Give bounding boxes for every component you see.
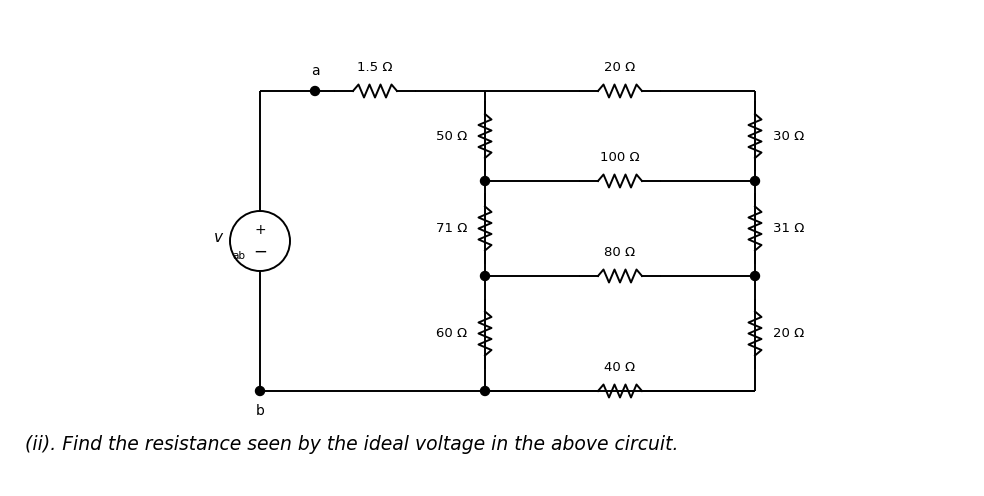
Circle shape [751, 271, 760, 281]
Text: 40 Ω: 40 Ω [604, 361, 636, 374]
Text: 30 Ω: 30 Ω [773, 129, 804, 142]
Text: 71 Ω: 71 Ω [436, 222, 467, 235]
Text: a: a [311, 64, 320, 78]
Text: 50 Ω: 50 Ω [436, 129, 467, 142]
Circle shape [256, 386, 265, 395]
Circle shape [230, 211, 290, 271]
Text: +: + [254, 223, 266, 237]
Circle shape [480, 271, 489, 281]
Text: 80 Ω: 80 Ω [604, 246, 636, 259]
Text: b: b [256, 404, 265, 418]
Text: $v$: $v$ [213, 230, 224, 245]
Text: ab: ab [232, 251, 245, 261]
Text: 1.5 Ω: 1.5 Ω [357, 61, 393, 74]
Text: 60 Ω: 60 Ω [436, 327, 467, 340]
Text: (ii). Find the resistance seen by the ideal voltage in the above circuit.: (ii). Find the resistance seen by the id… [25, 434, 679, 453]
Circle shape [480, 177, 489, 186]
Text: 100 Ω: 100 Ω [600, 151, 640, 164]
Text: 20 Ω: 20 Ω [604, 61, 636, 74]
Circle shape [480, 386, 489, 395]
Circle shape [311, 86, 320, 96]
Text: 31 Ω: 31 Ω [773, 222, 804, 235]
Circle shape [751, 177, 760, 186]
Text: −: − [253, 243, 267, 261]
Text: 20 Ω: 20 Ω [773, 327, 804, 340]
